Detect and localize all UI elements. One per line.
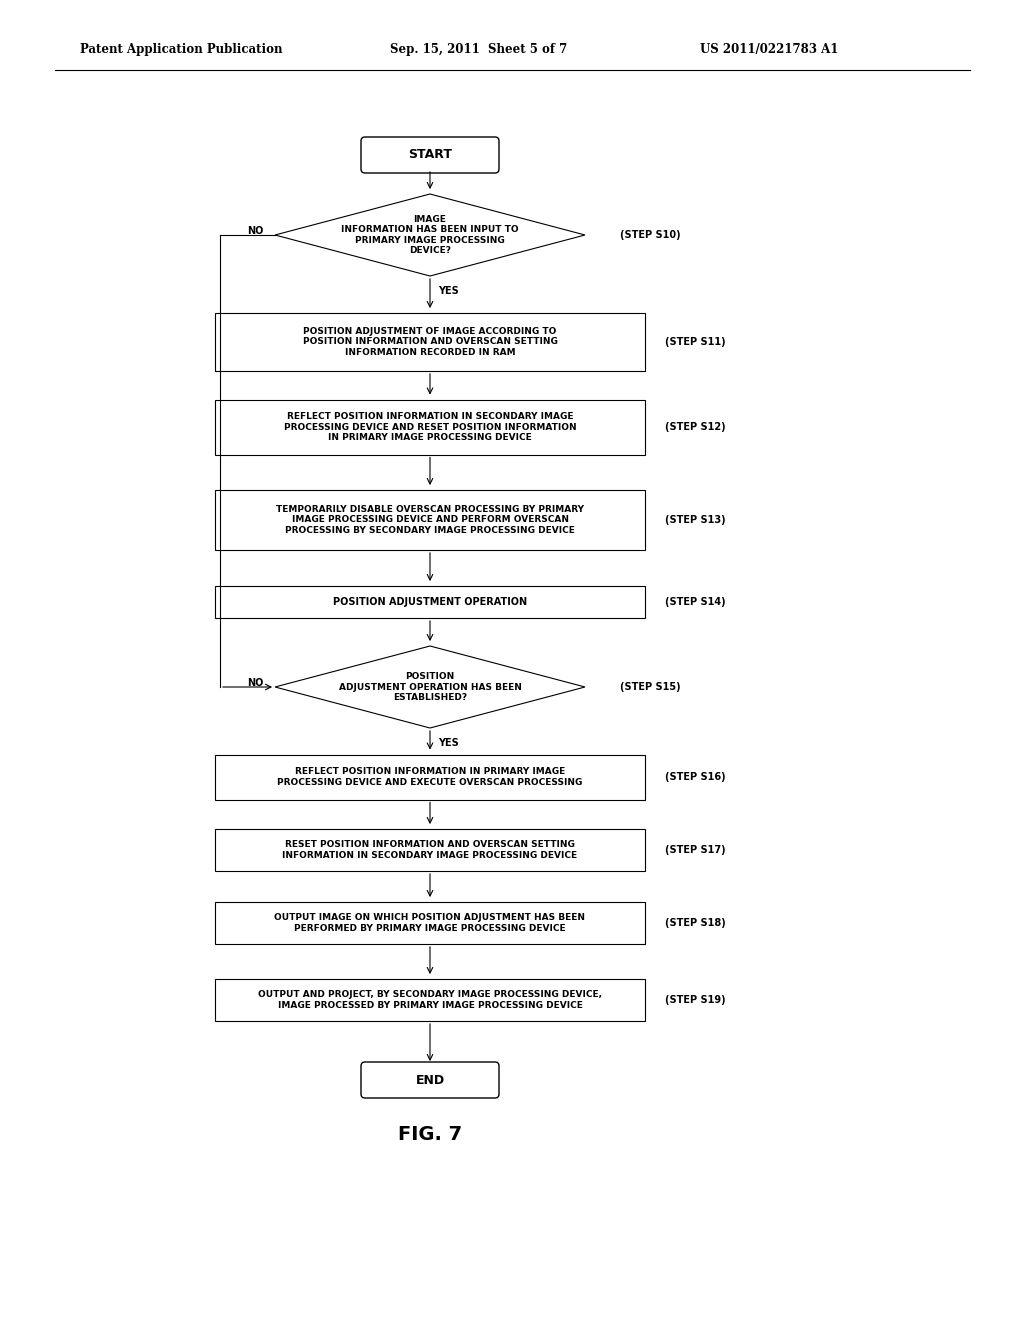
Text: IMAGE
INFORMATION HAS BEEN INPUT TO
PRIMARY IMAGE PROCESSING
DEVICE?: IMAGE INFORMATION HAS BEEN INPUT TO PRIM… [341,215,519,255]
Bar [215,490,645,550]
Bar [215,902,645,944]
Polygon shape [275,645,585,729]
Text: (STEP S10): (STEP S10) [620,230,681,240]
Text: (STEP S13): (STEP S13) [665,515,726,525]
Text: TEMPORARILY DISABLE OVERSCAN PROCESSING BY PRIMARY
IMAGE PROCESSING DEVICE AND P: TEMPORARILY DISABLE OVERSCAN PROCESSING … [276,506,584,535]
Text: Patent Application Publication: Patent Application Publication [80,44,283,57]
Text: START: START [408,149,452,161]
Text: (STEP S14): (STEP S14) [665,597,726,607]
Text: (STEP S11): (STEP S11) [665,337,726,347]
Text: END: END [416,1073,444,1086]
Polygon shape [275,194,585,276]
Text: REFLECT POSITION INFORMATION IN SECONDARY IMAGE
PROCESSING DEVICE AND RESET POSI: REFLECT POSITION INFORMATION IN SECONDAR… [284,412,577,442]
Text: NO: NO [247,678,263,688]
Bar [215,586,645,618]
Text: (STEP S18): (STEP S18) [665,917,726,928]
FancyBboxPatch shape [361,1063,499,1098]
Bar [215,313,645,371]
Text: RESET POSITION INFORMATION AND OVERSCAN SETTING
INFORMATION IN SECONDARY IMAGE P: RESET POSITION INFORMATION AND OVERSCAN … [283,841,578,859]
Bar [215,979,645,1020]
FancyBboxPatch shape [361,137,499,173]
Bar [215,829,645,871]
Bar [215,400,645,454]
Text: (STEP S17): (STEP S17) [665,845,726,855]
Text: POSITION ADJUSTMENT OF IMAGE ACCORDING TO
POSITION INFORMATION AND OVERSCAN SETT: POSITION ADJUSTMENT OF IMAGE ACCORDING T… [302,327,557,356]
Text: (STEP S12): (STEP S12) [665,422,726,432]
Text: Sep. 15, 2011  Sheet 5 of 7: Sep. 15, 2011 Sheet 5 of 7 [390,44,567,57]
Text: US 2011/0221783 A1: US 2011/0221783 A1 [700,44,839,57]
Text: REFLECT POSITION INFORMATION IN PRIMARY IMAGE
PROCESSING DEVICE AND EXECUTE OVER: REFLECT POSITION INFORMATION IN PRIMARY … [278,767,583,787]
Text: POSITION ADJUSTMENT OPERATION: POSITION ADJUSTMENT OPERATION [333,597,527,607]
Text: OUTPUT IMAGE ON WHICH POSITION ADJUSTMENT HAS BEEN
PERFORMED BY PRIMARY IMAGE PR: OUTPUT IMAGE ON WHICH POSITION ADJUSTMEN… [274,913,586,933]
Text: (STEP S15): (STEP S15) [620,682,681,692]
Text: (STEP S16): (STEP S16) [665,772,726,781]
Text: FIG. 7: FIG. 7 [398,1126,462,1144]
Text: YES: YES [438,738,459,748]
Text: YES: YES [438,286,459,296]
Text: OUTPUT AND PROJECT, BY SECONDARY IMAGE PROCESSING DEVICE,
IMAGE PROCESSED BY PRI: OUTPUT AND PROJECT, BY SECONDARY IMAGE P… [258,990,602,1010]
Text: NO: NO [247,226,263,236]
Text: POSITION
ADJUSTMENT OPERATION HAS BEEN
ESTABLISHED?: POSITION ADJUSTMENT OPERATION HAS BEEN E… [339,672,521,702]
Text: (STEP S19): (STEP S19) [665,995,726,1005]
Bar [215,755,645,800]
